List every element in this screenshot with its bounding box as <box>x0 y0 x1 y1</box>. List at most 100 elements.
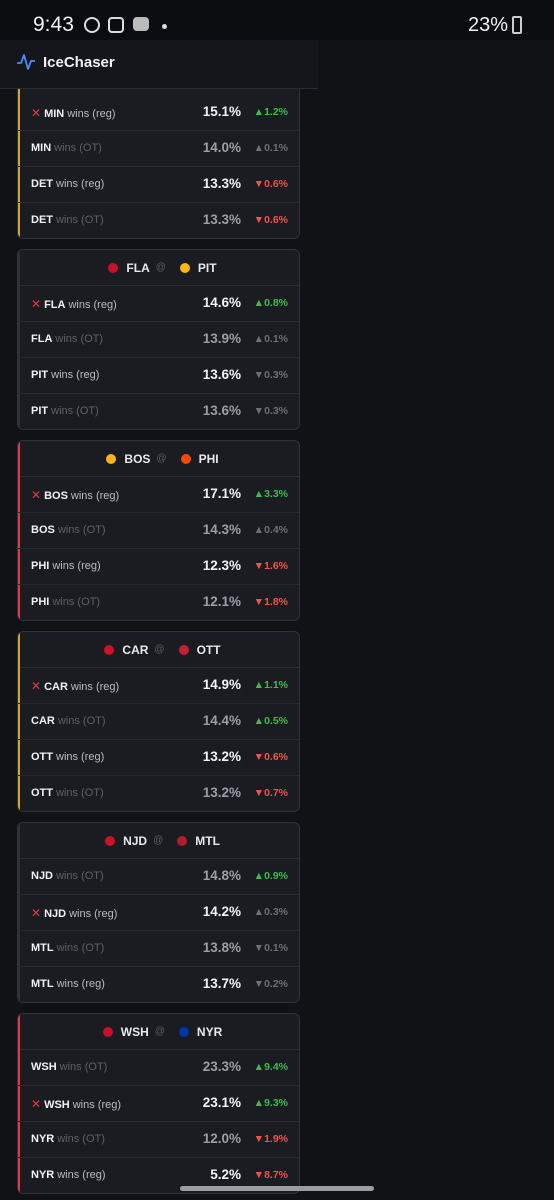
team-logo <box>104 644 115 655</box>
team-code: DET <box>31 178 53 190</box>
probability: 14.4% <box>202 713 241 728</box>
probability-change: ▼0.7% <box>253 787 288 799</box>
outcome-kind: wins (OT) <box>57 1133 105 1145</box>
battery-icon <box>512 16 522 34</box>
card-header: BOS @ PHI <box>18 441 299 477</box>
team-code: NJD <box>31 870 54 882</box>
game-card[interactable]: BOS @ PHI ✕ BOS wins (reg) 17.1% ▲3.3% BOS wins (… <box>17 440 300 621</box>
outcome-row: CAR wins (OT) 14.4% ▲0.5% <box>18 704 299 740</box>
game-card[interactable]: CAR @ OTT ✕ CAR wins (reg) 14.9% ▲1.1% CAR wins (… <box>17 631 300 812</box>
outcome-kind: wins (reg) <box>51 369 100 381</box>
outcome-label: NYR wins (reg) <box>31 1169 106 1181</box>
probability: 14.6% <box>202 295 241 310</box>
probability: 17.1% <box>202 486 241 501</box>
outcome-label: ✕ FLA wins (reg) <box>31 297 117 311</box>
outcome-row: DET wins (OT) 13.3% ▼0.6% <box>18 203 299 238</box>
team-logo <box>178 1026 189 1037</box>
home-team: OTT <box>196 642 221 657</box>
team-code: CAR <box>44 681 68 693</box>
probability-change: ▲0.1% <box>253 142 288 154</box>
team-logo <box>108 262 119 273</box>
at-sign: @ <box>153 835 164 846</box>
outcome-label: MTL wins (OT) <box>31 942 104 954</box>
game-card[interactable]: NJD @ MTL NJD wins (OT) 14.8% ▲0.9% ✕ NJD wins (r… <box>17 822 300 1003</box>
pick-mark: ✕ <box>31 1097 42 1111</box>
probability-change: ▼1.9% <box>253 1133 288 1145</box>
team-logo <box>180 453 191 464</box>
card-accent <box>18 823 20 1002</box>
home-team: NYR <box>196 1024 223 1039</box>
team-logo <box>178 644 189 655</box>
team-code: DET <box>31 214 53 226</box>
probability: 14.0% <box>202 140 241 155</box>
app-icon <box>133 17 149 31</box>
card-header: CAR @ OTT <box>18 632 299 668</box>
probability: 13.9% <box>202 331 241 346</box>
probability-change: ▲0.8% <box>253 297 288 309</box>
outcome-kind: wins (reg) <box>68 299 117 311</box>
pick-mark: ✕ <box>31 297 42 311</box>
team-code: OTT <box>31 787 53 799</box>
outcome-kind: wins (reg) <box>56 978 105 990</box>
card-accent <box>18 250 20 429</box>
outcome-row: PHI wins (OT) 12.1% ▼1.8% <box>18 585 299 620</box>
gallery-icon <box>108 17 124 33</box>
card-accent <box>18 89 20 238</box>
probability-change: ▲0.1% <box>253 333 288 345</box>
game-card[interactable]: FLA @ PIT ✕ FLA wins (reg) 14.6% ▲0.8% FLA wins (… <box>17 249 300 430</box>
game-list: ✕ MIN wins (reg) 15.1% ▲1.2% MIN wins (OT) 14.0… <box>0 89 318 1200</box>
team-code: WSH <box>31 1061 57 1073</box>
probability: 13.3% <box>202 176 241 191</box>
home-indicator <box>180 1186 374 1191</box>
outcome-row: NYR wins (reg) 5.2% ▼8.7% <box>18 1158 299 1193</box>
outcome-kind: wins (reg) <box>70 681 120 693</box>
probability-change: ▼0.6% <box>253 178 288 190</box>
app-title: IceChaser <box>43 54 115 71</box>
outcome-row: PIT wins (OT) 13.6% ▼0.3% <box>18 394 299 429</box>
card-accent <box>18 632 20 811</box>
outcome-kind: wins (reg) <box>72 1099 122 1111</box>
team-code: MIN <box>44 108 65 120</box>
pick-mark: ✕ <box>31 488 42 502</box>
outcome-row: NYR wins (OT) 12.0% ▼1.9% <box>18 1122 299 1158</box>
probability-change: ▲0.3% <box>253 906 288 918</box>
game-card[interactable]: WSH @ NYR WSH wins (OT) 23.3% ▲9.4% ✕ WSH wins (r… <box>17 1013 300 1194</box>
app-bar: IceChaser <box>0 40 318 89</box>
team-code: WSH <box>44 1099 70 1111</box>
outcome-label: NJD wins (OT) <box>31 870 104 882</box>
outcome-kind: wins (reg) <box>56 751 105 763</box>
team-code: PHI <box>31 596 50 608</box>
outcome-kind: wins (OT) <box>57 524 106 536</box>
probability: 14.3% <box>202 522 241 537</box>
probability-change: ▲0.4% <box>253 524 288 536</box>
outcome-kind: wins (OT) <box>55 333 104 345</box>
probability: 13.2% <box>202 785 241 800</box>
probability-change: ▼0.3% <box>253 369 288 381</box>
outcome-row: ✕ BOS wins (reg) 17.1% ▲3.3% <box>18 477 299 513</box>
probability-change: ▲9.3% <box>253 1097 288 1109</box>
team-code: NJD <box>44 908 67 920</box>
outcome-kind: wins (reg) <box>67 108 116 120</box>
outcome-kind: wins (reg) <box>57 1169 106 1181</box>
probability: 13.8% <box>202 940 241 955</box>
outcome-label: DET wins (OT) <box>31 214 104 226</box>
probability: 23.1% <box>202 1095 241 1110</box>
outcome-label: ✕ CAR wins (reg) <box>31 679 119 693</box>
team-code: PIT <box>31 405 49 417</box>
team-code: MTL <box>31 978 54 990</box>
probability: 13.6% <box>202 403 241 418</box>
settings-icon <box>84 17 100 33</box>
away-team: WSH <box>120 1024 149 1039</box>
probability: 14.2% <box>202 904 241 919</box>
battery-level: 23% <box>467 14 508 36</box>
team-logo <box>179 262 190 273</box>
outcome-kind: wins (OT) <box>52 596 101 608</box>
app-logo <box>17 54 35 70</box>
probability: 14.8% <box>202 868 241 883</box>
team-code: NYR <box>31 1133 55 1145</box>
card-accent <box>18 441 20 620</box>
team-code: BOS <box>31 524 55 536</box>
outcome-label: NYR wins (OT) <box>31 1133 105 1145</box>
game-card[interactable]: ✕ MIN wins (reg) 15.1% ▲1.2% MIN wins (OT) 14.0… <box>17 89 300 239</box>
outcome-label: DET wins (reg) <box>31 178 104 190</box>
